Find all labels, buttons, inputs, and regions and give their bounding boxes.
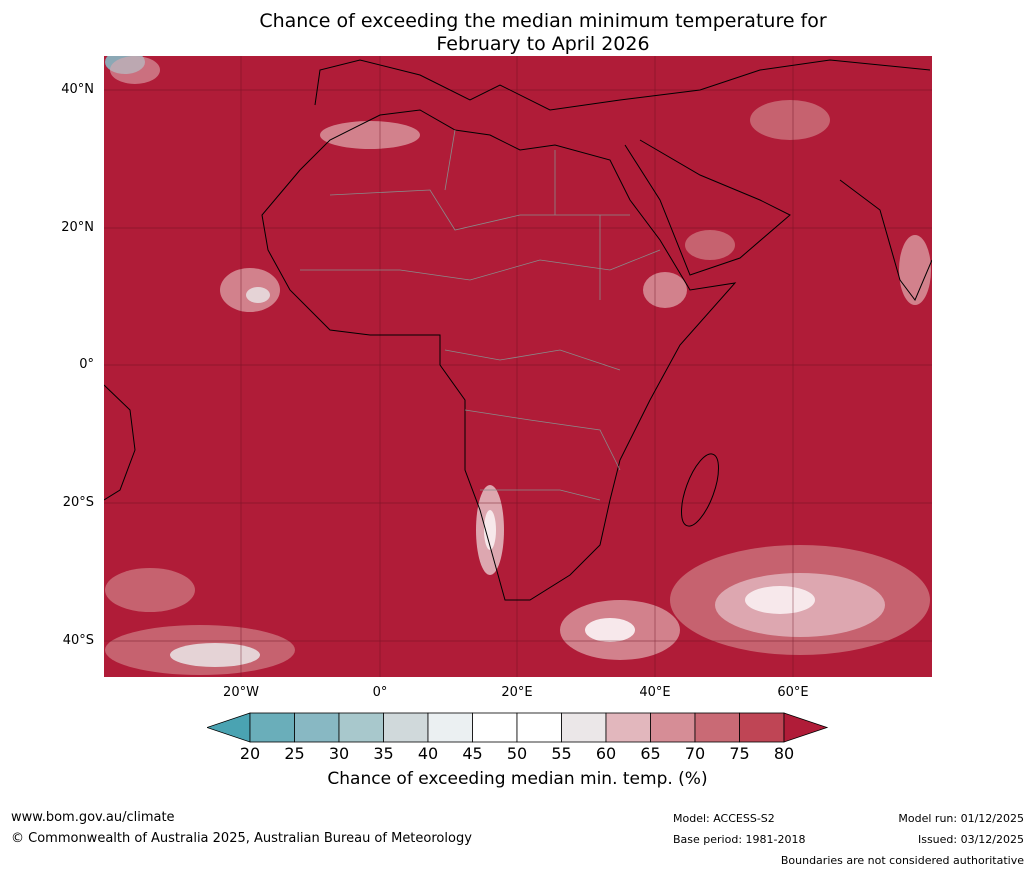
lon-label-60e: 60°E bbox=[777, 685, 809, 700]
model-run: Model run: 01/12/2025 bbox=[898, 812, 1024, 825]
colorbar bbox=[207, 712, 829, 743]
title-line-1: Chance of exceeding the median minimum t… bbox=[259, 10, 827, 32]
lon-label-0: 0° bbox=[372, 685, 388, 700]
africa-coast bbox=[261, 109, 737, 601]
colorbar-tick-label: 40 bbox=[417, 744, 439, 763]
website-url[interactable]: www.bom.gov.au/climate bbox=[11, 810, 175, 825]
forecast-map bbox=[104, 56, 932, 677]
lat-label-40s: 40°S bbox=[62, 633, 94, 648]
colorbar-tick-label: 45 bbox=[462, 744, 483, 763]
chart-title: Chance of exceeding the median minimum t… bbox=[0, 10, 1035, 56]
lon-label-20e: 20°E bbox=[501, 685, 533, 700]
probability-patches bbox=[105, 56, 931, 675]
title-line-2: February to April 2026 bbox=[436, 33, 650, 55]
colorbar-bin bbox=[650, 712, 696, 743]
india-coast bbox=[839, 179, 932, 301]
colorbar-bin bbox=[338, 712, 384, 743]
colorbar-tick-label: 35 bbox=[373, 744, 394, 763]
colorbar-tick-label: 60 bbox=[595, 744, 617, 763]
disclaimer: Boundaries are not considered authoritat… bbox=[780, 854, 1024, 867]
colorbar-bin bbox=[561, 712, 607, 743]
lat-label-0: 0° bbox=[79, 357, 94, 372]
issued-date: Issued: 03/12/2025 bbox=[917, 833, 1024, 846]
europe-coast bbox=[314, 59, 931, 111]
south-america-coast bbox=[104, 384, 136, 501]
copyright: © Commonwealth of Australia 2025, Austra… bbox=[11, 831, 472, 846]
colorbar-tick-label: 20 bbox=[239, 744, 261, 763]
colorbar-bin bbox=[739, 712, 785, 743]
lat-label-20s: 20°S bbox=[62, 495, 94, 510]
colorbar-tick-label: 65 bbox=[640, 744, 661, 763]
colorbar-tick-label: 75 bbox=[729, 744, 750, 763]
colorbar-extend-high bbox=[783, 712, 829, 743]
colorbar-bin bbox=[472, 712, 518, 743]
colorbar-tick-label: 25 bbox=[284, 744, 305, 763]
colorbar-bin bbox=[294, 712, 340, 743]
country-borders bbox=[300, 129, 661, 501]
colorbar-bin bbox=[383, 712, 429, 743]
colorbar-tick-label: 55 bbox=[551, 744, 572, 763]
colorbar-bin bbox=[694, 712, 740, 743]
colorbar-extend-low bbox=[207, 712, 251, 743]
colorbar-label: Chance of exceeding median min. temp. (%… bbox=[327, 769, 708, 789]
lat-label-20n: 20°N bbox=[61, 220, 94, 235]
colorbar-bin bbox=[516, 712, 562, 743]
lon-label-40e: 40°E bbox=[639, 685, 671, 700]
colorbar-tick-label: 50 bbox=[506, 744, 528, 763]
lon-label-20w: 20°W bbox=[223, 685, 259, 700]
coastlines bbox=[104, 59, 932, 601]
lat-label-40n: 40°N bbox=[61, 82, 94, 97]
colorbar-tick-label: 30 bbox=[328, 744, 350, 763]
colorbar-bin bbox=[605, 712, 651, 743]
colorbar-tick-label: 80 bbox=[773, 744, 795, 763]
model-name: Model: ACCESS-S2 bbox=[673, 812, 775, 825]
madagascar bbox=[681, 453, 719, 527]
colorbar-bin bbox=[249, 712, 295, 743]
colorbar-tick-label: 70 bbox=[684, 744, 706, 763]
colorbar-bin bbox=[427, 712, 473, 743]
base-period: Base period: 1981-2018 bbox=[673, 833, 806, 846]
arabia-coast bbox=[624, 139, 791, 276]
gridlines bbox=[104, 56, 932, 677]
